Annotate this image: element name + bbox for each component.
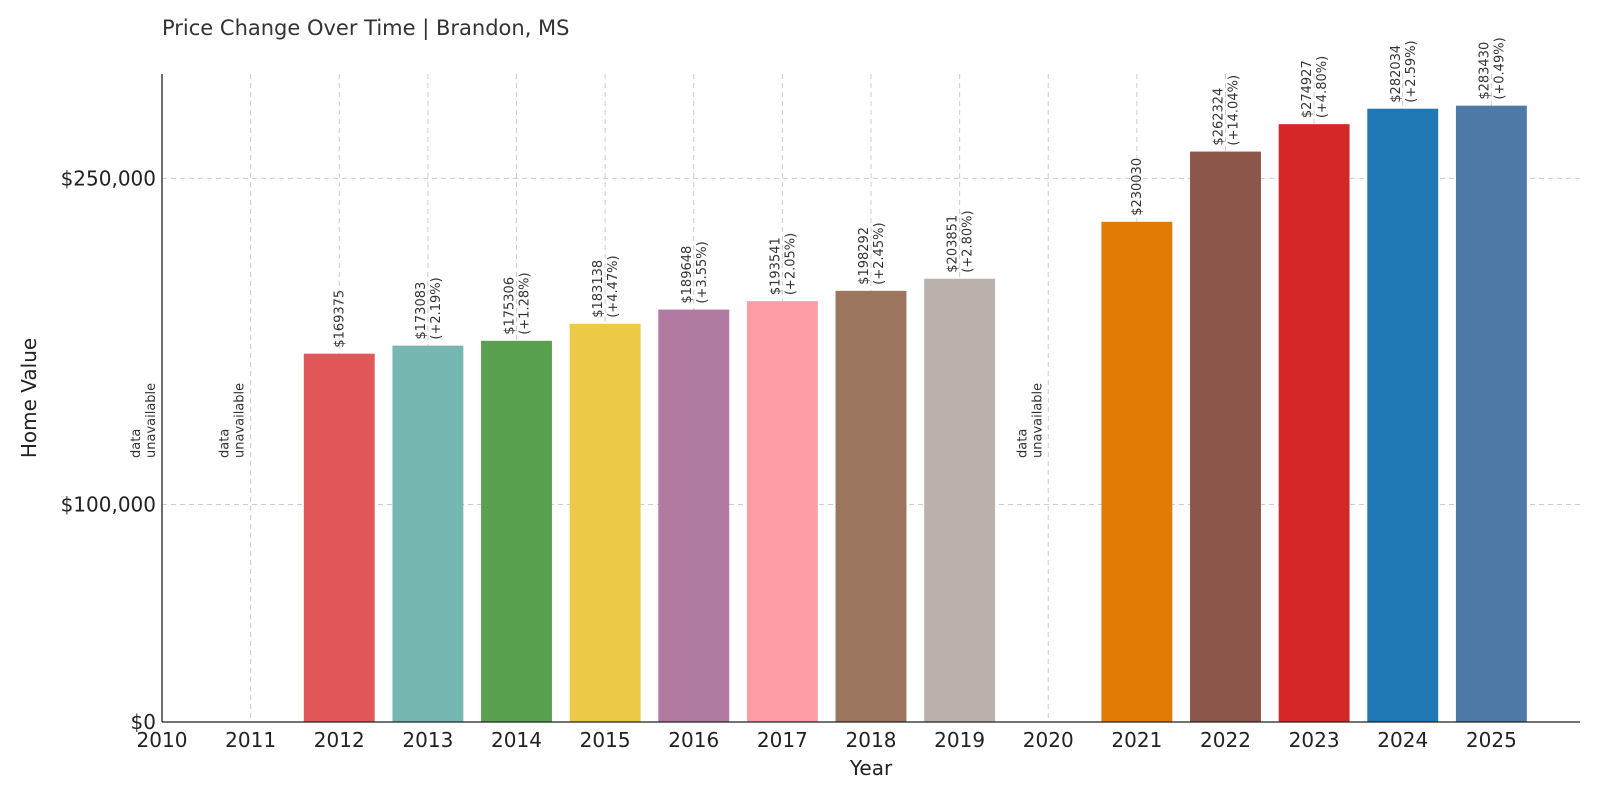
x-tick-label-2016: 2016 (668, 728, 719, 752)
bar-value-2013: $173083 (414, 282, 429, 340)
bar-2016 (658, 309, 730, 722)
bar-label-2013: $173083(+2.19%) (414, 277, 444, 339)
bar-change-2019: (+2.80%) (961, 210, 976, 272)
y-tick-label-0: $0 (131, 710, 156, 734)
bar-label-2016: $189648(+3.55%) (680, 241, 710, 303)
bar-value-2017: $193541 (768, 237, 783, 295)
bar-value-2021: $230030 (1130, 158, 1145, 216)
bar-2012 (303, 353, 375, 722)
bar-label-2022: $262324(+14.04%) (1212, 75, 1242, 146)
bar-change-2018: (+2.45%) (872, 222, 887, 284)
bar-2023 (1278, 124, 1350, 722)
bar-2025 (1455, 105, 1527, 722)
bar-label-2019: $203851(+2.80%) (946, 210, 976, 272)
bar-value-2024: $282034 (1389, 45, 1404, 103)
bar-2021 (1101, 221, 1173, 722)
bar-label-2017: $193541(+2.05%) (768, 233, 798, 295)
x-tick-label-2024: 2024 (1377, 728, 1428, 752)
unavailable-label-2020: dataunavailable (1015, 383, 1045, 458)
bar-change-2017: (+2.05%) (783, 233, 798, 295)
bar-label-2012: $169375 (332, 290, 347, 348)
bar-change-2013: (+2.19%) (429, 277, 444, 339)
y-axis-title: Home Value (17, 338, 41, 458)
x-tick-label-2023: 2023 (1289, 728, 1340, 752)
bar-value-2015: $183138 (591, 260, 606, 318)
x-tick-label-2018: 2018 (846, 728, 897, 752)
bar-2013 (392, 345, 464, 722)
x-tick-label-2020: 2020 (1023, 728, 1074, 752)
bar-label-2021: $230030 (1130, 158, 1145, 216)
x-tick-label-2012: 2012 (314, 728, 365, 752)
bar-label-2023: $274927(+4.80%) (1300, 56, 1330, 118)
bar-change-2022: (+14.04%) (1227, 75, 1242, 146)
chart-title: Price Change Over Time | Brandon, MS (162, 16, 570, 40)
bar-label-2018: $198292(+2.45%) (857, 222, 887, 284)
x-tick-label-2021: 2021 (1111, 728, 1162, 752)
x-tick-label-2025: 2025 (1466, 728, 1517, 752)
bar-value-2025: $283430 (1477, 42, 1492, 100)
bar-change-2023: (+4.80%) (1315, 56, 1330, 118)
y-tick-label-100000: $100,000 (61, 493, 156, 517)
x-tick-label-2014: 2014 (491, 728, 542, 752)
bar-label-2015: $183138(+4.47%) (591, 255, 621, 317)
x-tick-label-2011: 2011 (225, 728, 276, 752)
bar-change-2015: (+4.47%) (606, 255, 621, 317)
bar-value-2019: $203851 (946, 215, 961, 273)
x-tick-label-2013: 2013 (402, 728, 453, 752)
bar-change-2024: (+2.59%) (1404, 40, 1419, 102)
axes-layer (161, 74, 1580, 723)
x-axis-title: Year (849, 756, 893, 780)
bar-change-2014: (+1.28%) (518, 272, 533, 334)
x-tick-label-2022: 2022 (1200, 728, 1251, 752)
y-tick-label-250000: $250,000 (61, 166, 156, 190)
unavailable-label-2010: dataunavailable (129, 383, 159, 458)
x-tick-label-2015: 2015 (580, 728, 631, 752)
bar-2014 (481, 340, 552, 722)
bar-labels-layer: dataunavailable dataunavailable $169375 $17… (129, 37, 1507, 458)
bar-label-2025: $283430(+0.49%) (1477, 37, 1507, 99)
bar-value-2012: $169375 (332, 290, 347, 348)
bar-2015 (569, 323, 641, 722)
bar-change-2025: (+0.49%) (1492, 37, 1507, 99)
bar-value-2016: $189648 (680, 246, 695, 304)
bar-2017 (746, 301, 818, 722)
bar-2018 (835, 290, 907, 722)
bars-layer (303, 105, 1527, 723)
bar-change-2016: (+3.55%) (695, 241, 710, 303)
bar-2019 (924, 278, 996, 722)
ticks-layer: 2010 2011 2012 2013 2014 2015 2016 2017 2018 2019… (61, 166, 1517, 752)
bar-value-2014: $175306 (503, 277, 518, 335)
bar-label-2014: $175306(+1.28%) (503, 272, 533, 334)
x-tick-label-2017: 2017 (757, 728, 808, 752)
bar-value-2018: $198292 (857, 227, 872, 285)
bar-label-2024: $282034(+2.59%) (1389, 40, 1419, 102)
bar-value-2022: $262324 (1212, 88, 1227, 146)
x-tick-label-2010: 2010 (137, 728, 188, 752)
bar-2022 (1190, 151, 1261, 723)
unavailable-label-2011: dataunavailable (218, 383, 248, 458)
bar-2024 (1367, 108, 1439, 722)
bar-value-2023: $274927 (1300, 60, 1315, 118)
x-tick-label-2019: 2019 (934, 728, 985, 752)
